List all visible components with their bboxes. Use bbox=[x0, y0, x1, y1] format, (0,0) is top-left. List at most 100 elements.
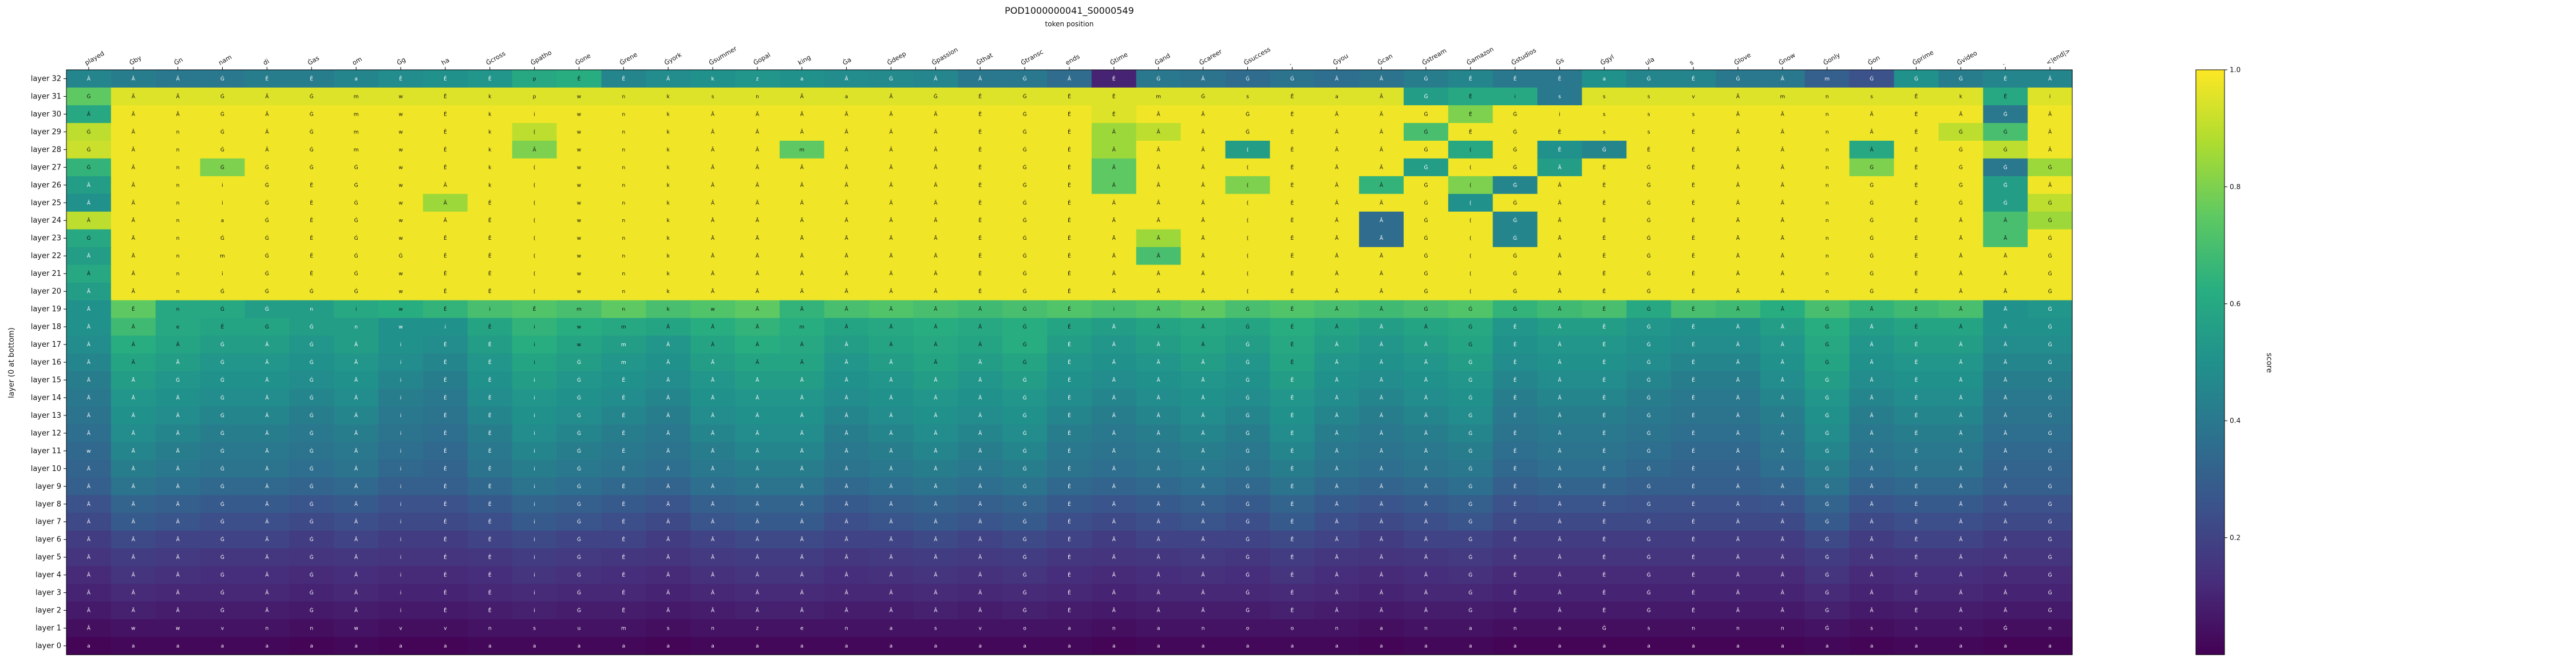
cell-label: Ġ bbox=[1023, 590, 1027, 596]
heatmap-cell bbox=[467, 406, 513, 425]
heatmap-cell bbox=[1270, 335, 1315, 354]
heatmap-cell bbox=[244, 158, 290, 177]
heatmap-cell bbox=[646, 158, 691, 177]
heatmap-cell bbox=[1002, 584, 1048, 602]
cell-label: Ê bbox=[1603, 412, 1606, 419]
cell-label: Ā bbox=[1335, 111, 1339, 117]
heatmap-cell bbox=[378, 211, 424, 230]
colorbar-tick-label: 0.8 bbox=[2230, 183, 2241, 191]
cell-label: Ê bbox=[221, 323, 224, 330]
cell-label: Ā bbox=[800, 306, 804, 312]
cell-label: Ê bbox=[1915, 199, 1918, 206]
heatmap-cell bbox=[1492, 566, 1538, 584]
heatmap-cell bbox=[868, 371, 914, 390]
heatmap-cell bbox=[1894, 601, 1939, 620]
cell-label: Ā bbox=[711, 235, 715, 242]
cell-label: w bbox=[710, 307, 714, 312]
cell-label: Ā bbox=[845, 466, 849, 472]
cell-label: Ā bbox=[2004, 572, 2008, 579]
cell-label: a bbox=[1514, 644, 1517, 650]
cell-label: Ā bbox=[265, 395, 269, 401]
cell-label: Ā bbox=[1202, 288, 1206, 295]
heatmap-cell bbox=[1136, 619, 1182, 638]
cell-label: Ā bbox=[978, 572, 982, 579]
heatmap-cell bbox=[958, 601, 1003, 620]
x-tick-label: played bbox=[84, 50, 106, 67]
heatmap-cell bbox=[1671, 353, 1716, 372]
heatmap-cell bbox=[1225, 87, 1270, 106]
cell-label: Ā bbox=[666, 501, 670, 508]
cell-label: Ā bbox=[845, 590, 849, 596]
cell-label: Ġ bbox=[1023, 608, 1027, 614]
heatmap-cell bbox=[512, 122, 558, 141]
heatmap-cell bbox=[200, 442, 246, 460]
heatmap-cell bbox=[244, 424, 290, 442]
cell-label: Ê bbox=[1514, 377, 1517, 383]
heatmap-cell bbox=[1180, 601, 1226, 620]
cell-label: Ā bbox=[265, 501, 269, 508]
heatmap-cell bbox=[913, 389, 958, 407]
cell-label: Ā bbox=[934, 288, 938, 295]
heatmap-cell bbox=[1983, 176, 2028, 195]
cell-label: Ġ bbox=[1246, 76, 1250, 82]
cell-label: a bbox=[1335, 94, 1338, 100]
heatmap-cell bbox=[601, 158, 646, 177]
heatmap-cell bbox=[1983, 335, 2028, 354]
cell-label: Ā bbox=[1335, 271, 1339, 277]
cell-label: w bbox=[131, 626, 135, 632]
heatmap-cell bbox=[1359, 247, 1404, 266]
heatmap-cell bbox=[824, 158, 870, 177]
heatmap-cell bbox=[1626, 460, 1672, 478]
cell-label: Ā bbox=[1202, 395, 1206, 401]
heatmap-cell bbox=[467, 637, 513, 655]
heatmap-cell bbox=[868, 406, 914, 425]
heatmap-cell bbox=[512, 584, 558, 602]
heatmap-cell bbox=[1849, 513, 1895, 531]
cell-label: Ġ bbox=[2048, 235, 2052, 242]
heatmap-cell bbox=[289, 371, 334, 390]
heatmap-cell bbox=[868, 477, 914, 496]
heatmap-cell bbox=[66, 442, 112, 460]
cell-label: Ê bbox=[1603, 501, 1606, 508]
heatmap-cell bbox=[1849, 264, 1895, 283]
cell-label: Ġ bbox=[1825, 324, 1829, 330]
cell-label: n bbox=[756, 94, 759, 100]
heatmap-cell bbox=[200, 282, 246, 301]
cell-label: Ġ bbox=[2004, 200, 2008, 206]
heatmap-cell bbox=[1225, 389, 1270, 407]
heatmap-cell bbox=[1091, 140, 1137, 159]
heatmap-cell bbox=[1716, 477, 1761, 496]
heatmap-cell bbox=[1492, 637, 1538, 655]
cell-label: Ā bbox=[1202, 377, 1206, 383]
heatmap-cell bbox=[1760, 389, 1805, 407]
heatmap-cell bbox=[1002, 264, 1048, 283]
cell-label: Ā bbox=[1781, 164, 1785, 171]
heatmap-cell bbox=[1894, 70, 1939, 88]
heatmap-cell bbox=[1582, 122, 1627, 141]
cell-label: Ā bbox=[1736, 395, 1740, 401]
cell-label: Ā bbox=[889, 111, 893, 117]
heatmap-cell bbox=[155, 424, 201, 442]
y-tick-label: layer 1 bbox=[35, 624, 61, 633]
cell-label: Ġ bbox=[1825, 537, 1829, 543]
cell-label: Ġ bbox=[220, 590, 224, 596]
heatmap-cell bbox=[1582, 389, 1627, 407]
heatmap-cell bbox=[1404, 300, 1449, 319]
cell-label: Ā bbox=[1558, 271, 1562, 277]
cell-label: Ā bbox=[1112, 324, 1116, 330]
heatmap-cell bbox=[1716, 158, 1761, 177]
cell-label: Ê bbox=[1290, 412, 1294, 419]
cell-label: Ā bbox=[1736, 288, 1740, 295]
y-tick-label: layer 29 bbox=[31, 128, 61, 136]
heatmap-cell bbox=[2028, 229, 2073, 248]
heatmap-cell bbox=[1180, 531, 1226, 549]
cell-label: Ā bbox=[1335, 466, 1339, 472]
cell-label: Ā bbox=[1112, 182, 1116, 188]
heatmap-cell bbox=[868, 264, 914, 283]
cell-label: Ġ bbox=[889, 76, 893, 82]
cell-label: Ā bbox=[1736, 217, 1740, 224]
heatmap-cell bbox=[1404, 371, 1449, 390]
heatmap-cell bbox=[601, 335, 646, 354]
heatmap-cell bbox=[779, 584, 825, 602]
colorbar-tick-label: 0.4 bbox=[2230, 417, 2241, 425]
